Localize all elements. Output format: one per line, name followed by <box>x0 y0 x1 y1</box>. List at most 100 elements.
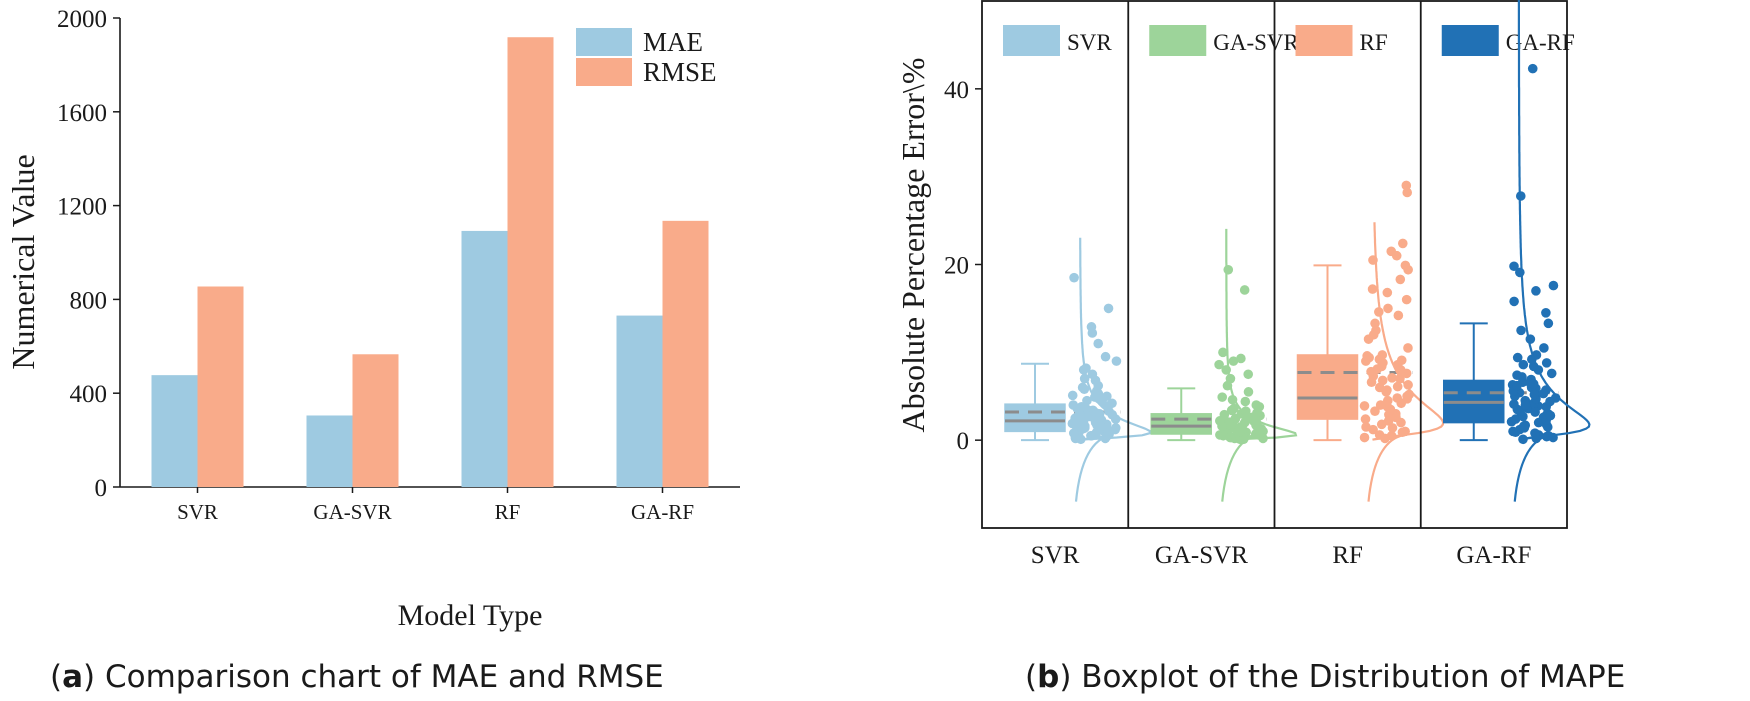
data-point-ga-rf <box>1509 261 1519 272</box>
data-point-ga-svr <box>1243 387 1254 397</box>
legend-label-svr: SVR <box>1067 30 1112 55</box>
panel-b-caption-text: Boxplot of the Distribution of MAPE <box>1081 659 1625 695</box>
data-point-ga-rf <box>1509 296 1519 307</box>
data-point-rf <box>1377 375 1388 386</box>
legend-swatch-svr <box>1003 25 1060 56</box>
data-point-svr <box>1070 433 1081 444</box>
data-point-ga-svr <box>1239 285 1250 295</box>
data-point-rf <box>1359 401 1370 411</box>
data-point-rf <box>1381 387 1392 397</box>
data-point-svr <box>1076 401 1087 412</box>
panel-a-ytick-label: 400 <box>70 381 108 408</box>
panel-b-xtick-label: RF <box>1332 542 1363 569</box>
panel-a-xlabel: Model Type <box>398 599 543 632</box>
panel-a-ylabel: Numerical Value <box>5 154 41 369</box>
data-point-rf <box>1375 400 1386 410</box>
data-point-ga-rf <box>1539 343 1549 353</box>
legend-swatch-ga-svr <box>1149 25 1207 56</box>
data-point-ga-rf <box>1545 410 1556 421</box>
data-point-svr <box>1082 395 1092 406</box>
data-point-svr <box>1087 369 1098 380</box>
panel-a-xtick-label: RF <box>495 500 521 524</box>
panel-b-box-chart: 0 20 40 SVR SVR GA-SVR GA-SVR RF RF GA-RF GA-RF <box>944 0 1591 569</box>
panel-b-xtick-label: SVR <box>1031 542 1080 569</box>
data-point-ga-rf <box>1541 358 1552 368</box>
data-point-rf <box>1396 355 1407 366</box>
data-point-svr <box>1110 424 1120 435</box>
data-point-ga-svr <box>1217 392 1228 402</box>
panel-a-ytick-label: 800 <box>70 287 108 314</box>
data-point-rf <box>1368 329 1379 340</box>
data-point-svr <box>1093 338 1104 349</box>
data-point-svr <box>1077 412 1087 423</box>
data-point-rf <box>1400 260 1411 271</box>
panel-a-ytick-label: 1200 <box>57 194 107 221</box>
data-point-rf <box>1383 303 1393 314</box>
data-point-ga-svr <box>1215 416 1225 426</box>
data-point-svr <box>1067 390 1078 401</box>
data-point-ga-svr <box>1223 264 1234 275</box>
legend-label-rf: RF <box>1360 30 1388 55</box>
data-point-ga-rf <box>1512 352 1523 363</box>
data-point-ga-svr <box>1230 413 1241 424</box>
legend-label-mae: MAE <box>643 27 703 57</box>
data-point-ga-rf <box>1512 380 1522 391</box>
data-point-rf <box>1393 310 1404 321</box>
bar-mae-rf <box>461 230 508 487</box>
panel-b-caption-label: b <box>1037 659 1059 695</box>
density-curve-ga-rf <box>1513 0 1591 502</box>
data-point-ga-rf <box>1527 63 1538 74</box>
panel-b-xtick-label: GA-SVR <box>1155 542 1248 569</box>
panel-b-caption-close: ) <box>1059 659 1081 695</box>
data-point-ga-svr <box>1240 396 1251 407</box>
data-point-ga-rf <box>1530 407 1540 417</box>
data-point-ga-svr <box>1253 424 1264 435</box>
data-point-rf <box>1376 361 1387 372</box>
data-point-svr <box>1091 386 1102 396</box>
data-point-rf <box>1370 318 1380 329</box>
data-point-rf <box>1391 412 1401 423</box>
legend-swatch-rmse <box>576 58 632 86</box>
legend-label-ga-svr: GA-SVR <box>1213 30 1299 55</box>
data-point-svr <box>1069 272 1079 283</box>
bar-mae-ga-svr <box>306 415 353 487</box>
panel-a-caption: (a) Comparison chart of MAE and RMSE <box>50 659 664 695</box>
panel-b-ytick-label: 0 <box>957 428 970 455</box>
data-point-rf <box>1360 414 1371 424</box>
data-point-ga-svr <box>1225 432 1235 443</box>
panel-a-caption-close: ) <box>83 659 105 695</box>
data-point-ga-rf <box>1518 359 1529 370</box>
data-point-ga-rf <box>1531 286 1541 296</box>
density-curve-svr <box>1074 237 1152 502</box>
data-point-ga-rf <box>1528 379 1539 389</box>
panel-a-ytick-label: 2000 <box>57 6 107 33</box>
data-point-rf <box>1366 366 1376 377</box>
data-point-svr <box>1103 303 1114 314</box>
panel-b-caption: (b) Boxplot of the Distribution of MAPE <box>1025 659 1625 695</box>
data-point-ga-rf <box>1508 426 1518 437</box>
data-point-svr <box>1107 398 1117 409</box>
data-point-ga-rf <box>1546 368 1557 379</box>
data-point-ga-rf <box>1530 428 1540 438</box>
data-point-ga-rf <box>1516 325 1526 336</box>
legend-label-rmse: RMSE <box>643 57 717 87</box>
box-ga-svr <box>1150 413 1212 435</box>
panel-a-ytick-label: 0 <box>95 475 108 502</box>
data-point-rf <box>1392 393 1403 403</box>
data-point-svr <box>1100 351 1111 362</box>
data-point-rf <box>1367 284 1378 294</box>
data-point-ga-rf <box>1541 308 1551 318</box>
data-point-ga-svr <box>1218 347 1228 358</box>
panel-a-xtick-label: GA-RF <box>631 500 694 524</box>
bar-rmse-ga-svr <box>352 354 399 487</box>
data-point-rf <box>1362 351 1372 361</box>
data-point-svr <box>1086 322 1097 332</box>
data-point-ga-rf <box>1548 280 1559 291</box>
data-point-rf <box>1401 294 1412 305</box>
bar-mae-svr <box>151 375 198 487</box>
panel-a-caption-open: ( <box>50 659 62 695</box>
data-point-rf <box>1398 238 1408 249</box>
panel-a-caption-text: Comparison chart of MAE and RMSE <box>105 659 664 695</box>
panel-a-ytick-label: 1600 <box>57 100 107 127</box>
data-point-ga-svr <box>1226 405 1237 416</box>
